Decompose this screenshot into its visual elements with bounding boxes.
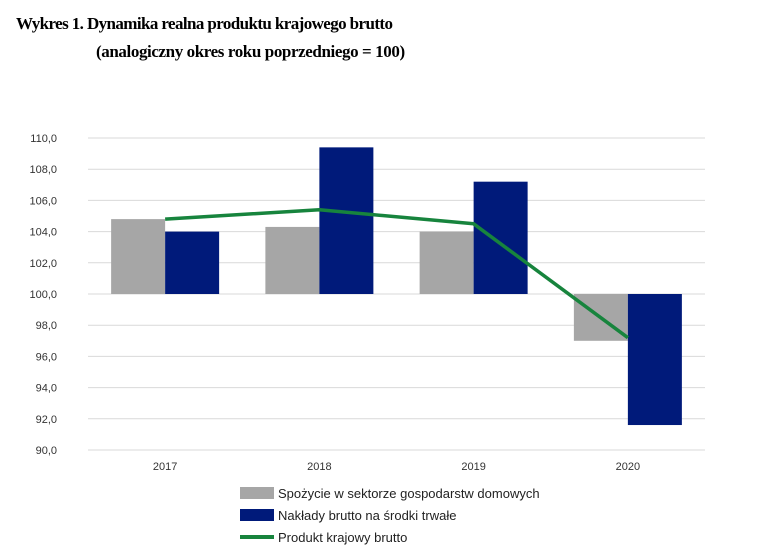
y-tick-label: 100,0 <box>29 289 57 301</box>
legend-label-investment: Nakłady brutto na środki trwałe <box>278 507 457 523</box>
y-tick-label: 90,0 <box>36 445 57 457</box>
gdp-line <box>165 208 629 340</box>
x-tick-label: 2018 <box>307 461 331 473</box>
y-tick-label: 106,0 <box>29 195 57 207</box>
bar-investment <box>165 231 220 294</box>
legend-swatch-consumption <box>240 487 274 499</box>
y-tick-label: 96,0 <box>36 351 57 363</box>
x-tick-label: 2020 <box>616 461 640 473</box>
bar-investment <box>627 294 682 426</box>
x-tick-label: 2017 <box>153 461 177 473</box>
y-tick-label: 110,0 <box>30 133 57 145</box>
y-tick-label: 98,0 <box>36 320 57 332</box>
x-tick-label: 2019 <box>461 461 485 473</box>
chart-subtitle: (analogiczny okres roku poprzedniego = 1… <box>96 42 405 61</box>
legend-swatch-gdp <box>240 535 274 539</box>
chart-title: Wykres 1. Dynamika realna produktu krajo… <box>16 14 393 33</box>
legend-label-gdp: Produkt krajowy brutto <box>278 529 408 545</box>
y-tick-label: 108,0 <box>29 164 57 176</box>
legend-item-gdp: Produkt krajowy brutto <box>240 526 540 548</box>
y-tick-label: 94,0 <box>36 383 57 395</box>
bar-investment <box>319 147 374 294</box>
y-tick-label: 102,0 <box>29 258 57 270</box>
legend-item-investment: Nakłady brutto na środki trwałe <box>240 504 540 526</box>
bar-consumption <box>111 219 166 294</box>
legend: Spożycie w sektorze gospodarstw domowych… <box>240 482 540 548</box>
bar-consumption <box>419 231 474 294</box>
legend-swatch-investment <box>240 509 274 521</box>
y-tick-label: 104,0 <box>29 227 57 239</box>
bar-consumption <box>265 226 320 294</box>
y-tick-label: 92,0 <box>36 414 57 426</box>
bar-investment <box>473 181 528 294</box>
legend-item-consumption: Spożycie w sektorze gospodarstw domowych <box>240 482 540 504</box>
legend-label-consumption: Spożycie w sektorze gospodarstw domowych <box>278 485 540 501</box>
